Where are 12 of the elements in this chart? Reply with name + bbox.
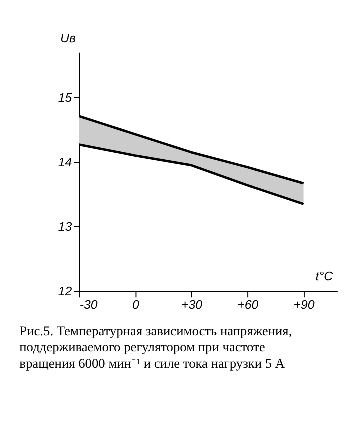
x-tick-label: +60 — [238, 298, 259, 312]
x-tick-label: 0 — [132, 298, 140, 312]
x-tick-label: +30 — [182, 298, 203, 312]
y-tick-label: 12 — [58, 284, 72, 299]
x-axis-title: t°C — [316, 269, 334, 284]
y-tick-label: 15 — [58, 90, 72, 105]
text: Рис.5. Температурная зависимость напряжения, поддерживаемого регулятором при частоте вращения 6000 мин⁻¹ и силе тока нагрузки 5 А — [20, 323, 292, 371]
x-tick-label: +90 — [294, 298, 315, 312]
x-tick-label: -30 — [80, 298, 98, 312]
y-tick-label: 14 — [58, 156, 72, 170]
y-tick-label: 13 — [58, 220, 72, 234]
y-axis-title: Uв — [60, 31, 77, 46]
